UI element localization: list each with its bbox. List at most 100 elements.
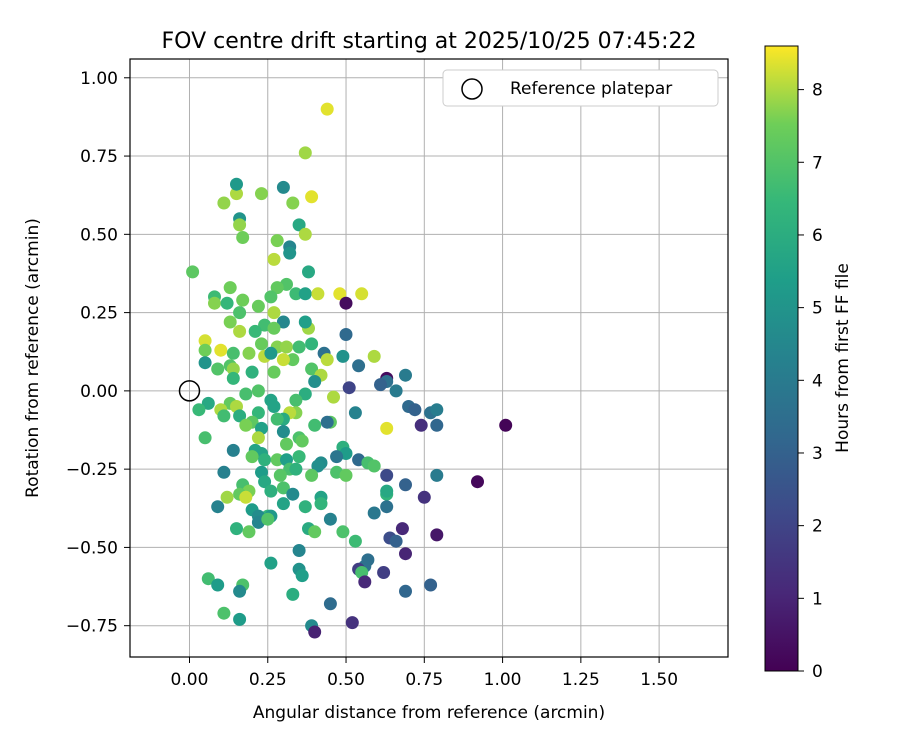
data-point: [367, 349, 381, 363]
x-axis-ticks: 0.00 0.25 0.50 0.75 1.00 1.25 1.50: [171, 657, 678, 690]
data-point: [226, 443, 240, 457]
data-point: [258, 475, 272, 489]
data-point: [230, 522, 243, 536]
data-points: [186, 102, 513, 639]
data-point: [276, 481, 290, 495]
data-point: [217, 465, 231, 479]
data-point: [499, 418, 513, 432]
data-point: [226, 346, 240, 360]
colorbar-tick-label: 8: [812, 81, 823, 101]
y-tick-label: 0.00: [80, 382, 118, 402]
x-tick-label: 1.50: [640, 670, 678, 690]
data-point: [280, 437, 293, 451]
data-point: [186, 265, 200, 279]
data-point: [380, 484, 394, 498]
data-point: [320, 415, 334, 429]
data-point: [298, 315, 312, 329]
data-point: [395, 522, 409, 536]
data-point: [223, 315, 237, 329]
data-point: [380, 421, 394, 435]
data-point: [267, 400, 281, 413]
data-point: [424, 578, 438, 592]
data-point: [270, 234, 284, 248]
data-point: [430, 418, 444, 432]
data-point: [292, 450, 306, 464]
data-point: [339, 328, 353, 341]
data-point: [267, 365, 281, 379]
data-point: [367, 506, 381, 520]
data-point: [276, 353, 290, 367]
colorbar-tick-label: 0: [812, 662, 823, 682]
data-point: [399, 368, 412, 382]
data-point: [305, 190, 319, 204]
data-point: [308, 525, 322, 539]
x-tick-label: 0.00: [171, 670, 209, 690]
y-axis-label: Rotation from reference (arcmin): [23, 218, 43, 498]
data-point: [198, 356, 212, 370]
data-point: [230, 177, 243, 191]
data-point: [295, 434, 309, 448]
x-tick-label: 1.00: [484, 670, 522, 690]
data-point: [430, 403, 444, 417]
data-point: [292, 218, 306, 232]
data-point: [230, 187, 243, 201]
colorbar-tick-label: 4: [812, 371, 823, 391]
data-point: [298, 227, 312, 241]
data-point: [374, 378, 387, 392]
data-point: [267, 321, 281, 335]
data-point: [201, 572, 215, 586]
data-point: [233, 584, 247, 598]
data-point: [389, 384, 403, 398]
legend-label: Reference platepar: [510, 79, 672, 99]
data-point: [305, 362, 319, 376]
data-point: [236, 293, 250, 307]
data-point: [239, 418, 253, 432]
y-tick-label: 0.25: [80, 304, 118, 324]
data-point: [289, 462, 303, 476]
data-point: [314, 497, 328, 511]
data-point: [276, 180, 290, 194]
data-point: [236, 231, 250, 244]
data-point: [226, 371, 240, 385]
data-point: [308, 418, 322, 432]
data-point: [192, 403, 206, 417]
data-point: [286, 587, 300, 601]
y-tick-label: 0.75: [80, 147, 118, 167]
data-point: [295, 569, 309, 583]
colorbar-tick-label: 2: [812, 517, 823, 537]
data-point: [336, 349, 350, 363]
data-point: [308, 375, 322, 388]
data-point: [380, 500, 394, 514]
data-point: [298, 287, 312, 301]
data-point: [198, 334, 212, 348]
data-point: [389, 534, 403, 548]
x-tick-label: 1.25: [562, 670, 600, 690]
data-point: [270, 412, 284, 426]
data-point: [283, 246, 297, 260]
data-point: [311, 459, 325, 473]
legend-reference-marker: [461, 78, 483, 100]
colorbar-tick-label: 7: [812, 153, 823, 173]
data-point: [298, 500, 312, 514]
data-point: [248, 324, 262, 338]
colorbar-gradient: [764, 45, 799, 672]
data-point: [273, 468, 287, 482]
data-point: [286, 353, 300, 367]
data-point: [255, 337, 268, 351]
data-point: [333, 287, 347, 301]
x-axis-label: Angular distance from reference (arcmin): [253, 703, 605, 723]
y-tick-label: −0.75: [66, 617, 118, 637]
reference-marker: [178, 380, 201, 402]
data-point: [251, 406, 265, 420]
data-point: [276, 315, 290, 329]
data-point: [233, 306, 247, 320]
data-point: [339, 296, 353, 310]
data-point: [330, 450, 344, 464]
data-point: [217, 606, 231, 620]
data-point: [233, 218, 247, 232]
data-point: [414, 418, 428, 432]
data-point: [233, 324, 247, 338]
data-point: [280, 340, 293, 354]
x-tick-label: 0.50: [327, 670, 365, 690]
colorbar-tick-label: 1: [812, 589, 823, 609]
